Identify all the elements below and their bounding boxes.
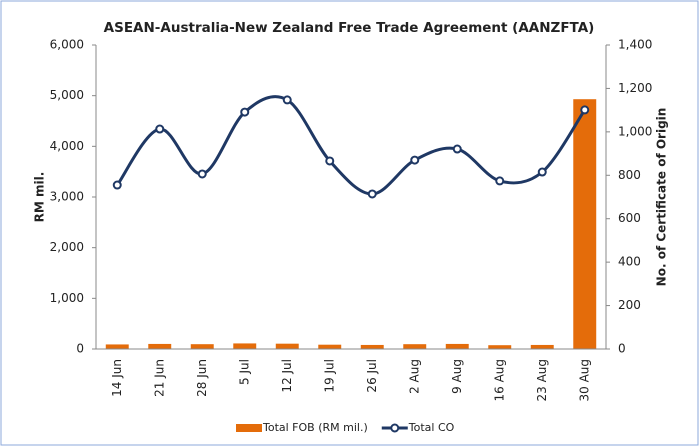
marker bbox=[580, 105, 590, 115]
marker bbox=[537, 167, 547, 177]
x-tick-label: 21 Jun bbox=[152, 359, 166, 397]
x-tick-label: 23 Aug bbox=[535, 359, 549, 402]
x-tick-label: 30 Aug bbox=[577, 359, 591, 402]
bar bbox=[190, 344, 214, 349]
y2-tick-label: 1,400 bbox=[618, 38, 652, 52]
y-tick-label: 2,000 bbox=[50, 240, 84, 254]
bar bbox=[233, 343, 257, 349]
marker bbox=[452, 144, 462, 154]
bar bbox=[530, 344, 554, 349]
bar bbox=[318, 344, 342, 349]
y-axis-title: RM mil. bbox=[33, 172, 47, 223]
x-tick-label: 2 Aug bbox=[407, 359, 421, 394]
y-tick-label: 4,000 bbox=[50, 139, 84, 153]
marker bbox=[282, 95, 292, 105]
y2-tick-label: 1,000 bbox=[618, 124, 652, 138]
y-tick-label: 1,000 bbox=[50, 291, 84, 305]
y2-tick-label: 0 bbox=[618, 342, 626, 356]
legend-marker bbox=[390, 423, 400, 433]
x-tick-label: 26 Jul bbox=[365, 359, 379, 393]
y-tick-label: 6,000 bbox=[50, 38, 84, 52]
marker bbox=[495, 176, 505, 186]
y2-tick-label: 200 bbox=[618, 298, 641, 312]
y-tick-label: 0 bbox=[76, 342, 84, 356]
y2-tick-label: 800 bbox=[618, 168, 641, 182]
marker bbox=[325, 156, 335, 166]
x-tick-label: 12 Jul bbox=[280, 359, 294, 393]
y2-tick-label: 600 bbox=[618, 211, 641, 225]
legend-label: Total FOB (RM mil.) bbox=[262, 421, 368, 434]
bar bbox=[148, 343, 172, 349]
marker bbox=[112, 180, 122, 190]
bar bbox=[445, 343, 469, 349]
y-tick-label: 5,000 bbox=[50, 88, 84, 102]
bar bbox=[403, 344, 427, 349]
bar bbox=[573, 99, 597, 349]
legend-label: Total CO bbox=[408, 421, 455, 434]
bar bbox=[488, 345, 512, 349]
x-tick-label: 19 Jul bbox=[322, 359, 336, 393]
x-tick-label: 14 Jun bbox=[110, 359, 124, 397]
marker bbox=[410, 155, 420, 165]
chart-title: ASEAN-Australia-New Zealand Free Trade A… bbox=[104, 20, 595, 36]
marker bbox=[367, 189, 377, 199]
y-tick-label: 3,000 bbox=[50, 190, 84, 204]
x-tick-label: 5 Jul bbox=[237, 359, 251, 385]
bar bbox=[360, 344, 384, 349]
y2-axis-title: No. of Certificate of Origin bbox=[655, 108, 669, 287]
bar bbox=[275, 343, 299, 349]
x-tick-label: 28 Jun bbox=[195, 359, 209, 397]
marker bbox=[155, 124, 165, 134]
x-tick-label: 9 Aug bbox=[450, 359, 464, 394]
marker bbox=[197, 169, 207, 179]
y2-tick-label: 400 bbox=[618, 255, 641, 269]
marker bbox=[240, 107, 250, 117]
x-tick-label: 16 Aug bbox=[492, 359, 506, 402]
legend-swatch bbox=[236, 424, 262, 432]
y2-tick-label: 1,200 bbox=[618, 81, 652, 95]
bar bbox=[105, 344, 129, 349]
